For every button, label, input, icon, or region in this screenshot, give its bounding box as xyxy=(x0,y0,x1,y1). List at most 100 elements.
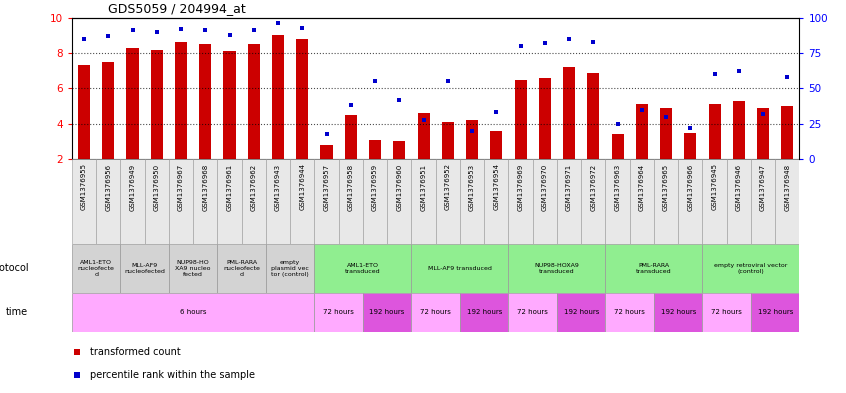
Bar xyxy=(248,44,260,159)
Bar xyxy=(223,51,235,159)
Bar xyxy=(217,244,266,293)
Bar xyxy=(587,72,599,159)
Bar xyxy=(514,79,526,159)
Bar xyxy=(581,159,606,244)
Text: GSM1376950: GSM1376950 xyxy=(154,163,160,211)
Text: NUP98-HOXA9
transduced: NUP98-HOXA9 transduced xyxy=(535,263,580,274)
Text: transformed count: transformed count xyxy=(90,347,181,357)
Bar xyxy=(387,159,411,244)
Bar xyxy=(508,293,557,332)
Bar xyxy=(290,159,315,244)
Bar xyxy=(678,159,702,244)
Text: MLL-AF9 transduced: MLL-AF9 transduced xyxy=(428,266,492,271)
Text: empty
plasmid vec
tor (control): empty plasmid vec tor (control) xyxy=(272,260,309,277)
Bar xyxy=(266,159,290,244)
Bar xyxy=(563,67,575,159)
Text: 72 hours: 72 hours xyxy=(420,309,451,316)
Text: GSM1376970: GSM1376970 xyxy=(541,163,548,211)
Bar xyxy=(606,293,654,332)
Text: GSM1376946: GSM1376946 xyxy=(736,163,742,211)
Bar xyxy=(660,108,672,159)
Text: 72 hours: 72 hours xyxy=(517,309,548,316)
Bar xyxy=(363,159,387,244)
Bar xyxy=(606,244,702,293)
Bar xyxy=(557,293,606,332)
Text: GSM1376969: GSM1376969 xyxy=(518,163,524,211)
Bar xyxy=(321,145,332,159)
Text: NUP98-HO
XA9 nucleo
fected: NUP98-HO XA9 nucleo fected xyxy=(175,260,211,277)
Bar xyxy=(684,132,696,159)
Bar xyxy=(120,159,145,244)
Bar xyxy=(120,244,169,293)
Bar xyxy=(393,141,405,159)
Text: GSM1376954: GSM1376954 xyxy=(493,163,499,210)
Text: 72 hours: 72 hours xyxy=(323,309,354,316)
Text: GSM1376951: GSM1376951 xyxy=(420,163,426,211)
Bar xyxy=(296,39,308,159)
Bar xyxy=(490,131,503,159)
Text: 192 hours: 192 hours xyxy=(370,309,405,316)
Text: MLL-AF9
nucleofected: MLL-AF9 nucleofected xyxy=(124,263,165,274)
Bar xyxy=(199,44,212,159)
Text: GSM1376944: GSM1376944 xyxy=(299,163,305,210)
Text: GSM1376966: GSM1376966 xyxy=(687,163,694,211)
Text: 72 hours: 72 hours xyxy=(614,309,645,316)
Bar xyxy=(315,244,411,293)
Bar xyxy=(169,159,193,244)
Bar xyxy=(702,244,799,293)
Text: 192 hours: 192 hours xyxy=(757,309,793,316)
Text: GSM1376943: GSM1376943 xyxy=(275,163,281,211)
Text: 72 hours: 72 hours xyxy=(711,309,742,316)
Bar xyxy=(151,50,162,159)
Text: GSM1376965: GSM1376965 xyxy=(663,163,669,211)
Text: GSM1376948: GSM1376948 xyxy=(784,163,790,211)
Bar xyxy=(654,159,678,244)
Text: AML1-ETO
transduced: AML1-ETO transduced xyxy=(345,263,381,274)
Text: GSM1376962: GSM1376962 xyxy=(250,163,257,211)
Bar xyxy=(315,293,363,332)
Bar xyxy=(508,244,606,293)
Text: GSM1376971: GSM1376971 xyxy=(566,163,572,211)
Text: GSM1376955: GSM1376955 xyxy=(81,163,87,210)
Bar xyxy=(72,244,120,293)
Bar xyxy=(508,159,533,244)
Bar xyxy=(266,244,315,293)
Bar xyxy=(533,159,557,244)
Bar xyxy=(272,35,284,159)
Bar xyxy=(193,159,217,244)
Text: GSM1376960: GSM1376960 xyxy=(396,163,403,211)
Text: GSM1376947: GSM1376947 xyxy=(760,163,766,211)
Text: 192 hours: 192 hours xyxy=(661,309,696,316)
Text: protocol: protocol xyxy=(0,263,28,273)
Text: empty retroviral vector
(control): empty retroviral vector (control) xyxy=(714,263,788,274)
Bar xyxy=(702,293,751,332)
Bar xyxy=(217,159,242,244)
Bar xyxy=(702,159,727,244)
Text: percentile rank within the sample: percentile rank within the sample xyxy=(90,370,255,380)
Bar xyxy=(460,293,508,332)
Bar xyxy=(466,120,478,159)
Bar xyxy=(242,159,266,244)
Bar xyxy=(175,42,187,159)
Bar xyxy=(782,106,794,159)
Bar xyxy=(775,159,799,244)
Text: time: time xyxy=(6,307,28,318)
Bar xyxy=(363,293,411,332)
Bar xyxy=(757,108,769,159)
Bar xyxy=(169,244,217,293)
Bar xyxy=(411,159,436,244)
Text: PML-RARA
transduced: PML-RARA transduced xyxy=(636,263,672,274)
Bar xyxy=(338,159,363,244)
Text: GSM1376956: GSM1376956 xyxy=(105,163,112,211)
Bar xyxy=(751,293,799,332)
Bar xyxy=(145,159,169,244)
Bar xyxy=(629,159,654,244)
Bar xyxy=(460,159,484,244)
Text: GSM1376967: GSM1376967 xyxy=(178,163,184,211)
Bar xyxy=(369,140,381,159)
Text: GSM1376972: GSM1376972 xyxy=(591,163,596,211)
Bar xyxy=(751,159,775,244)
Bar xyxy=(436,159,460,244)
Text: GSM1376961: GSM1376961 xyxy=(227,163,233,211)
Text: GSM1376968: GSM1376968 xyxy=(202,163,208,211)
